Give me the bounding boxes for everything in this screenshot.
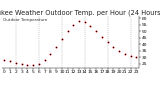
Point	[124, 53, 126, 54]
Point	[66, 31, 69, 32]
Point	[72, 24, 75, 25]
Point	[26, 65, 29, 66]
Point	[43, 59, 46, 61]
Point	[15, 62, 17, 63]
Point	[32, 65, 34, 66]
Point	[3, 59, 6, 61]
Point	[3, 59, 6, 61]
Point	[20, 63, 23, 65]
Point	[55, 46, 57, 48]
Point	[106, 41, 109, 42]
Point	[135, 57, 138, 58]
Point	[89, 25, 92, 27]
Point	[129, 55, 132, 57]
Point	[95, 31, 97, 32]
Point	[72, 24, 75, 25]
Point	[101, 36, 103, 37]
Point	[112, 46, 115, 48]
Title: Milwaukee Weather Outdoor Temp. per Hour (24 Hours): Milwaukee Weather Outdoor Temp. per Hour…	[0, 9, 160, 16]
Point	[60, 38, 63, 40]
Point	[9, 61, 12, 62]
Point	[129, 55, 132, 57]
Point	[84, 21, 86, 23]
Point	[135, 57, 138, 58]
Text: Outdoor Temperature: Outdoor Temperature	[3, 18, 47, 22]
Point	[43, 59, 46, 61]
Point	[78, 20, 80, 22]
Point	[112, 46, 115, 48]
Point	[26, 65, 29, 66]
Point	[32, 65, 34, 66]
Point	[9, 61, 12, 62]
Point	[95, 31, 97, 32]
Point	[55, 46, 57, 48]
Point	[106, 41, 109, 42]
Point	[49, 53, 52, 54]
Point	[38, 63, 40, 65]
Point	[101, 36, 103, 37]
Point	[124, 53, 126, 54]
Point	[15, 62, 17, 63]
Point	[38, 63, 40, 65]
Point	[84, 21, 86, 23]
Point	[118, 50, 120, 52]
Point	[118, 50, 120, 52]
Point	[89, 25, 92, 27]
Point	[49, 53, 52, 54]
Point	[60, 38, 63, 40]
Point	[20, 63, 23, 65]
Point	[78, 20, 80, 22]
Point	[66, 31, 69, 32]
